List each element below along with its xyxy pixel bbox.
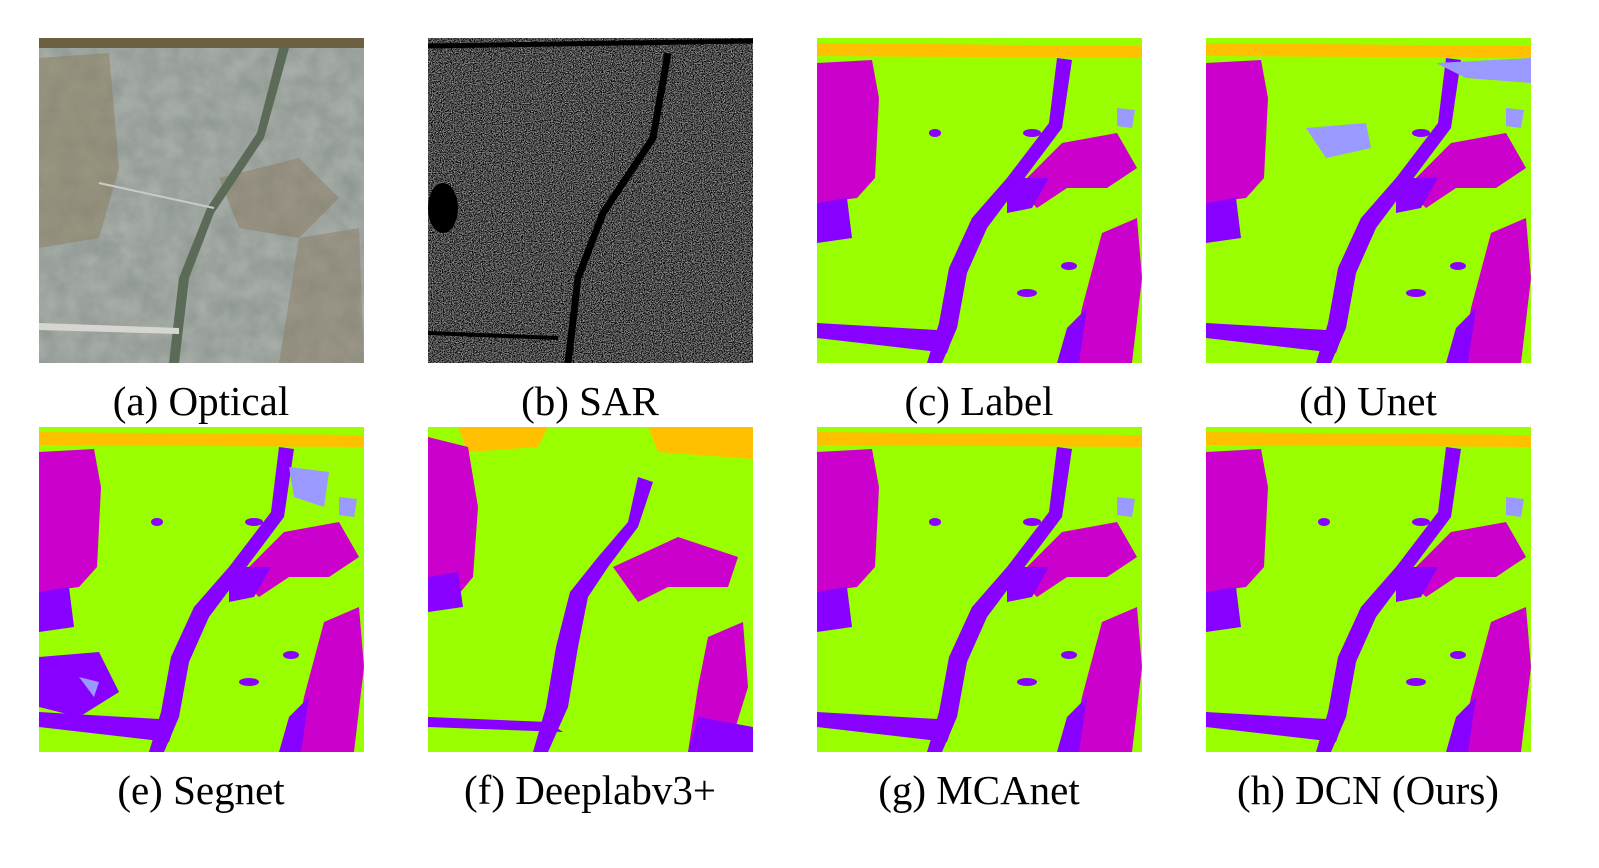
mcanet-result-map [817, 427, 1142, 752]
optical-image [39, 38, 364, 363]
deeplabv3plus-result-map [428, 427, 753, 752]
panel-caption: (a) Optical [112, 378, 290, 424]
panel-caption: (g) MCAnet [878, 767, 1080, 813]
panel-caption: (e) Segnet [117, 767, 285, 813]
panel-caption: (b) SAR [521, 378, 659, 424]
unet-result-map [1206, 38, 1531, 363]
panel-caption: (d) Unet [1299, 378, 1437, 424]
segnet-result-map [39, 427, 364, 752]
panel-caption: (f) Deeplabv3+ [464, 767, 716, 813]
sar-image [428, 38, 753, 363]
label-map [817, 38, 1142, 363]
panel-caption: (c) Label [904, 378, 1054, 424]
dcn-result-map [1206, 427, 1531, 752]
panel-caption: (h) DCN (Ours) [1237, 767, 1499, 813]
